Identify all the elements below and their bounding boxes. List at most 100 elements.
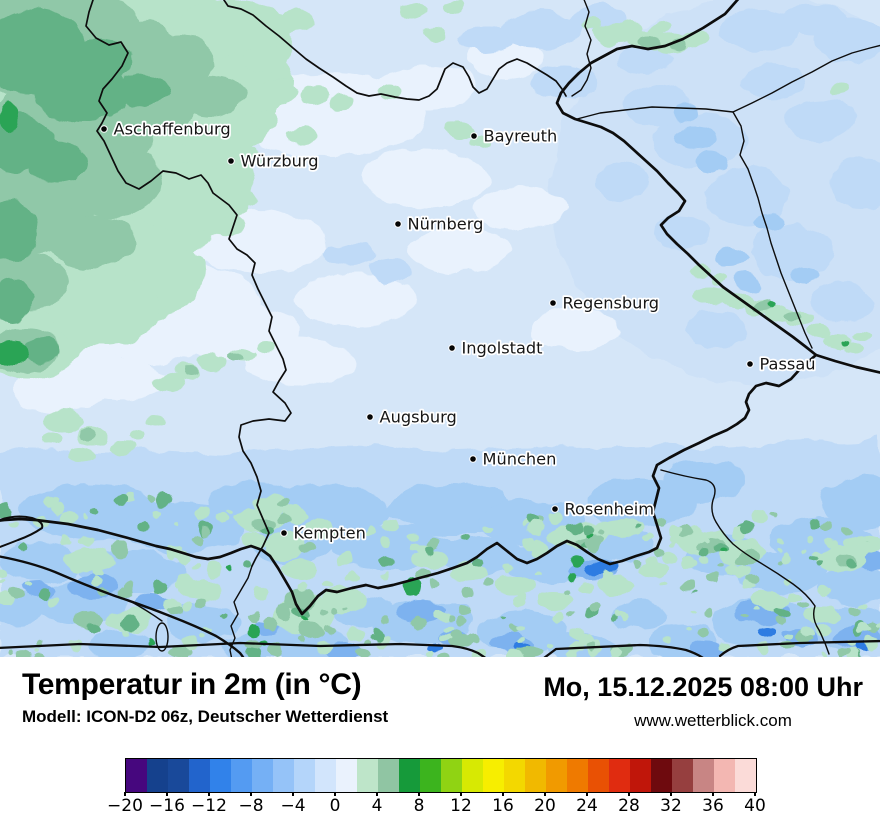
colorbar-tick-label: 28 <box>618 796 640 816</box>
colorbar-tick-label: −8 <box>238 796 264 816</box>
colorbar-segment <box>714 759 735 792</box>
colorbar-segment <box>210 759 231 792</box>
colorbar-segment <box>588 759 609 792</box>
region-border-cz-2 <box>732 44 880 113</box>
colorbar-segment <box>483 759 504 792</box>
region-border-cz-3 <box>732 111 813 349</box>
colorbar-tick-mark <box>250 792 252 796</box>
page-title: Temperatur in 2m (in °C) <box>22 668 362 701</box>
state-border-north <box>222 0 567 101</box>
colorbar-tick-mark <box>208 792 210 796</box>
colorbar-tick-mark <box>376 792 378 796</box>
colorbar-tick-mark <box>670 792 672 796</box>
colorbar-tick-label: −20 <box>107 796 143 816</box>
city-dot <box>100 125 108 133</box>
colorbar-tick-label: −16 <box>149 796 185 816</box>
city-dot <box>469 455 477 463</box>
colorbar-tick-label: 40 <box>744 796 766 816</box>
colorbar-segment <box>189 759 210 792</box>
colorbar-tick-label: 36 <box>702 796 724 816</box>
city-dot <box>394 220 402 228</box>
website-label: www.wetterblick.com <box>634 711 792 730</box>
liechtenstein-outline <box>155 622 169 652</box>
valid-datetime: Mo, 15.12.2025 08:00 Uhr <box>543 672 863 702</box>
city-dot <box>227 157 235 165</box>
colorbar-segment <box>168 759 189 792</box>
colorbar-tick-mark <box>460 792 462 796</box>
model-subtitle: Modell: ICON-D2 06z, Deutscher Wetterdie… <box>22 707 389 726</box>
state-border-west <box>85 0 292 567</box>
colorbar-tick-label: −4 <box>280 796 306 816</box>
region-border-cz-1 <box>576 106 734 120</box>
colorbar-tick-mark <box>754 792 756 796</box>
colorbar-segment <box>315 759 336 792</box>
colorbar-segment <box>672 759 693 792</box>
bodensee-outline <box>0 515 44 548</box>
colorbar-tick-mark <box>418 792 420 796</box>
city-dot <box>470 132 478 140</box>
colorbar-tick-mark <box>628 792 630 796</box>
colorbar-tick-label: 32 <box>660 796 682 816</box>
colorbar-tick-label: 8 <box>413 796 425 816</box>
colorbar-tick-label: 24 <box>576 796 598 816</box>
country-border-austria <box>0 353 818 616</box>
colorbar-tick-label: 4 <box>371 796 383 816</box>
map-footer: Temperatur in 2m (in °C) Modell: ICON-D2… <box>0 657 880 830</box>
alpine-ridge-border <box>0 639 880 657</box>
colorbar-tick-mark <box>292 792 294 796</box>
temperature-colorbar <box>125 758 757 793</box>
city-label: Regensburg <box>563 294 660 313</box>
city-markers: Aschaffenburg Würzburg Bayreuth Nürnberg Reg… <box>100 118 817 544</box>
colorbar-segment <box>441 759 462 792</box>
colorbar-segment <box>609 759 630 792</box>
country-and-state-borders <box>0 0 880 657</box>
colorbar-segment <box>525 759 546 792</box>
colorbar-segment <box>126 759 147 792</box>
colorbar-tick-label: −12 <box>191 796 227 816</box>
colorbar-tick-label: 0 <box>329 796 341 816</box>
country-border-swiss <box>0 555 245 657</box>
city-label: Nürnberg <box>408 215 484 234</box>
temperature-map: Aschaffenburg Würzburg Bayreuth Nürnberg Reg… <box>0 0 880 657</box>
colorbar-tick-label: 12 <box>450 796 472 816</box>
colorbar-segment <box>462 759 483 792</box>
colorbar-segment <box>231 759 252 792</box>
colorbar-tick-label: 20 <box>534 796 556 816</box>
state-border-th-sn <box>571 0 592 97</box>
colorbar-tick-mark <box>544 792 546 796</box>
colorbar-tick-mark <box>586 792 588 796</box>
colorbar-segment <box>546 759 567 792</box>
colorbar-tick-mark <box>712 792 714 796</box>
colorbar-segment <box>567 759 588 792</box>
city-label: Ingolstadt <box>462 339 543 358</box>
colorbar-segment <box>630 759 651 792</box>
city-label: Kempten <box>294 524 366 543</box>
colorbar-segment <box>252 759 273 792</box>
state-border-spur <box>129 600 163 622</box>
city-dot <box>448 344 456 352</box>
country-border-at-cz <box>814 353 880 374</box>
colorbar-tick-mark <box>124 792 126 796</box>
colorbar-segment <box>420 759 441 792</box>
city-label: Passau <box>760 355 816 374</box>
colorbar-segment <box>504 759 525 792</box>
colorbar-segment <box>378 759 399 792</box>
city-dot <box>280 529 288 537</box>
city-dot <box>551 505 559 513</box>
colorbar-tick-mark <box>166 792 168 796</box>
state-border-salzburg <box>660 469 830 655</box>
city-dot <box>746 360 754 368</box>
colorbar-tick-mark <box>334 792 336 796</box>
city-dot <box>366 413 374 421</box>
colorbar-segment <box>273 759 294 792</box>
colorbar-segment <box>357 759 378 792</box>
city-label: München <box>483 450 557 469</box>
city-dot <box>549 299 557 307</box>
city-label: Augsburg <box>380 408 457 427</box>
colorbar-segment <box>294 759 315 792</box>
colorbar-segment <box>651 759 672 792</box>
colorbar-segment <box>147 759 168 792</box>
city-label: Rosenheim <box>565 500 655 519</box>
city-label: Bayreuth <box>484 127 558 146</box>
